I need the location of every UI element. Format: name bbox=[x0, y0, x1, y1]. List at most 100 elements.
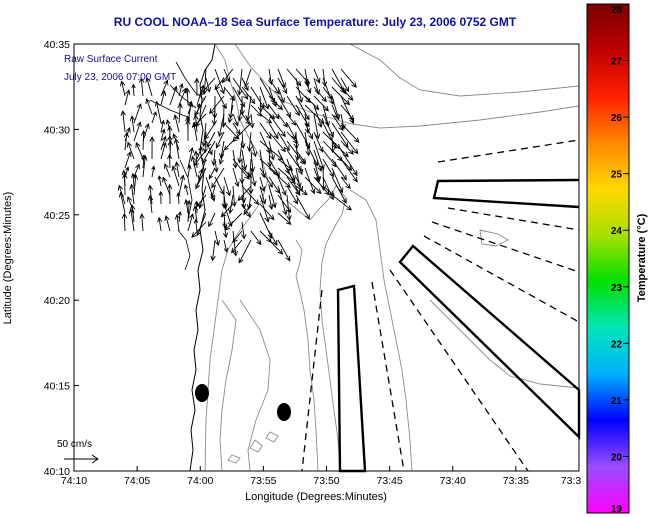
current-vector bbox=[248, 176, 254, 195]
colorbar-tick-label: 20 bbox=[611, 452, 623, 463]
current-vector bbox=[286, 194, 292, 221]
current-vector bbox=[208, 212, 216, 228]
current-vector bbox=[128, 208, 135, 232]
current-vector bbox=[118, 191, 126, 214]
bathymetry-contours bbox=[204, 43, 580, 472]
x-axis-ticks: 74:10 74:05 74:00 73:55 73:50 73:45 73:40 73:35… bbox=[61, 466, 582, 487]
current-vector bbox=[277, 113, 288, 128]
current-vector bbox=[241, 221, 247, 240]
colorbar bbox=[586, 3, 630, 514]
colorbar-tick-label: 21 bbox=[611, 396, 623, 407]
current-vector bbox=[227, 104, 234, 124]
current-vector bbox=[340, 68, 357, 88]
current-vector bbox=[164, 215, 171, 232]
marker-blob-west bbox=[195, 384, 209, 402]
current-vector bbox=[322, 185, 335, 197]
current-vector bbox=[259, 122, 272, 140]
current-vector bbox=[238, 239, 252, 264]
current-vector bbox=[331, 158, 347, 181]
current-vector bbox=[331, 176, 347, 204]
current-vector bbox=[217, 113, 225, 138]
colorbar-tick-label: 28 bbox=[611, 5, 623, 16]
marker-blob-east bbox=[277, 403, 291, 421]
current-vector bbox=[142, 123, 150, 142]
current-vector bbox=[313, 158, 322, 183]
colorbar-tick-label: 22 bbox=[611, 339, 623, 350]
current-vector bbox=[286, 95, 300, 117]
current-vector bbox=[139, 212, 145, 232]
current-vector bbox=[237, 185, 252, 202]
current-vector bbox=[121, 212, 128, 232]
y-tick-label: 40:10 bbox=[44, 466, 70, 478]
current-vector bbox=[193, 218, 199, 232]
current-vector bbox=[190, 155, 198, 178]
current-vector bbox=[313, 140, 325, 171]
current-vector bbox=[158, 190, 164, 205]
current-vector bbox=[220, 203, 234, 218]
current-vector bbox=[286, 158, 296, 182]
current-vector bbox=[218, 149, 225, 165]
current-vector bbox=[259, 185, 267, 205]
current-vector bbox=[277, 77, 288, 95]
vector-scale-label: 50 cm/s bbox=[57, 439, 92, 450]
current-vector bbox=[331, 167, 344, 194]
current-vector bbox=[259, 176, 266, 192]
x-tick-label: 73:55 bbox=[250, 475, 276, 487]
current-vector bbox=[163, 162, 171, 178]
current-vector bbox=[232, 149, 238, 169]
x-axis-label: Longitude (Degrees:Minutes) bbox=[245, 491, 387, 503]
sampling-box-north bbox=[432, 178, 580, 209]
current-vector bbox=[313, 95, 329, 112]
current-vector bbox=[206, 131, 216, 148]
current-vector bbox=[187, 164, 192, 178]
x-tick-label: 73:40 bbox=[440, 475, 466, 487]
current-vector bbox=[147, 184, 154, 205]
current-vector bbox=[232, 158, 250, 180]
current-vector bbox=[331, 194, 352, 211]
current-vector bbox=[160, 119, 165, 133]
current-vector bbox=[202, 131, 208, 154]
current-vector bbox=[295, 86, 311, 104]
current-vector bbox=[286, 176, 301, 196]
current-vector bbox=[232, 113, 239, 127]
current-vector bbox=[219, 140, 225, 160]
current-vector bbox=[259, 113, 273, 124]
current-vector bbox=[257, 95, 264, 113]
current-vector bbox=[213, 158, 219, 173]
current-vector bbox=[286, 185, 299, 205]
current-vector bbox=[277, 86, 285, 104]
colorbar-tick-label: 26 bbox=[611, 113, 623, 124]
current-vector bbox=[133, 103, 142, 124]
current-vector bbox=[237, 104, 243, 122]
current-vector bbox=[208, 167, 216, 180]
vector-scale-arrow bbox=[64, 454, 99, 464]
colorbar-tick-label: 27 bbox=[611, 57, 623, 68]
transect-dashed-lines bbox=[301, 139, 580, 472]
current-vector bbox=[133, 121, 142, 142]
current-vector bbox=[209, 95, 225, 115]
current-vector bbox=[221, 68, 234, 84]
current-vector bbox=[340, 77, 350, 93]
current-vector bbox=[294, 140, 301, 161]
current-vector bbox=[295, 185, 308, 196]
current-vector bbox=[215, 131, 225, 149]
current-vector bbox=[277, 212, 292, 225]
current-vector bbox=[223, 176, 232, 197]
current-vector bbox=[340, 131, 359, 155]
current-vector bbox=[214, 86, 227, 110]
land-coastline bbox=[73, 43, 216, 472]
current-vector bbox=[145, 76, 153, 97]
current-vector bbox=[340, 149, 358, 177]
current-vector bbox=[313, 86, 327, 103]
current-vector bbox=[187, 100, 194, 124]
current-vector bbox=[196, 146, 203, 160]
current-vector bbox=[268, 239, 284, 255]
current-vector bbox=[160, 135, 167, 151]
current-vector bbox=[286, 113, 297, 126]
current-vector bbox=[129, 183, 135, 205]
x-tick-label: 73:3 bbox=[561, 475, 582, 487]
current-vector bbox=[184, 184, 189, 196]
current-vector bbox=[322, 113, 334, 138]
chart-title: RU COOL NOAA–18 Sea Surface Temperature:… bbox=[114, 15, 517, 29]
y-tick-label: 40:20 bbox=[44, 295, 70, 307]
